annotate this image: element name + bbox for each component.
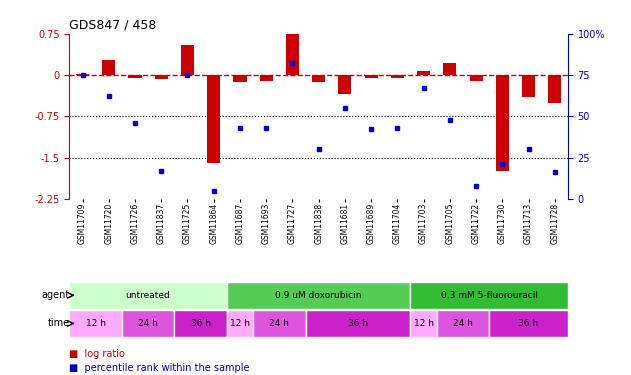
Bar — [286, 34, 299, 75]
Bar — [227, 282, 411, 309]
Bar — [443, 63, 456, 75]
Bar — [522, 75, 535, 97]
Text: 12 h: 12 h — [413, 319, 433, 328]
Bar — [129, 75, 141, 78]
Bar — [259, 75, 273, 81]
Bar — [253, 310, 305, 337]
Text: ■  log ratio: ■ log ratio — [69, 350, 126, 359]
Text: ■  percentile rank within the sample: ■ percentile rank within the sample — [69, 363, 250, 373]
Bar — [76, 74, 89, 75]
Text: 24 h: 24 h — [269, 319, 289, 328]
Bar — [312, 75, 325, 82]
Text: 12 h: 12 h — [230, 319, 250, 328]
Text: 0.3 mM 5-fluorouracil: 0.3 mM 5-fluorouracil — [440, 291, 538, 300]
Text: 36 h: 36 h — [191, 319, 211, 328]
Bar — [417, 70, 430, 75]
Bar — [122, 310, 174, 337]
Text: 24 h: 24 h — [453, 319, 473, 328]
Bar — [305, 310, 411, 337]
Text: 36 h: 36 h — [348, 319, 368, 328]
Bar — [155, 75, 168, 80]
Bar — [102, 60, 115, 75]
Text: time: time — [47, 318, 69, 328]
Text: agent: agent — [41, 290, 69, 300]
Bar — [496, 75, 509, 171]
Bar — [69, 310, 122, 337]
Bar — [69, 282, 227, 309]
Bar — [365, 75, 378, 78]
Text: 0.9 uM doxorubicin: 0.9 uM doxorubicin — [275, 291, 362, 300]
Bar — [227, 310, 253, 337]
Bar — [174, 310, 227, 337]
Text: 24 h: 24 h — [138, 319, 158, 328]
Bar — [489, 310, 568, 337]
Text: untreated: untreated — [126, 291, 170, 300]
Bar — [411, 310, 437, 337]
Text: 12 h: 12 h — [86, 319, 105, 328]
Bar — [181, 45, 194, 75]
Bar — [338, 75, 351, 94]
Text: GDS847 / 458: GDS847 / 458 — [69, 18, 156, 31]
Bar — [207, 75, 220, 163]
Bar — [548, 75, 562, 102]
Bar — [411, 282, 568, 309]
Bar — [233, 75, 247, 82]
Text: 36 h: 36 h — [519, 319, 539, 328]
Bar — [469, 75, 483, 81]
Bar — [437, 310, 489, 337]
Bar — [391, 75, 404, 78]
